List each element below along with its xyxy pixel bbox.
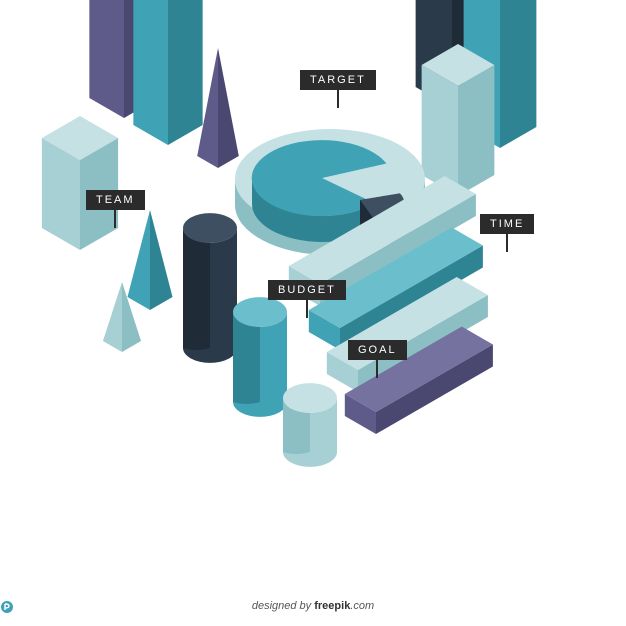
label-team: TEAM [86, 190, 145, 228]
label-goal: GOAL [348, 340, 407, 378]
cyl-light [283, 383, 337, 467]
label-pin-icon [337, 90, 339, 108]
label-pin-icon [376, 360, 378, 378]
label-text-time: TIME [480, 214, 534, 234]
pyramid-purple-back [197, 48, 239, 168]
footer-suffix: .com [350, 600, 374, 612]
footer-prefix: designed by [252, 600, 314, 612]
label-text-target: TARGET [300, 70, 376, 90]
footer-credit: designed by freepik.com [0, 600, 626, 612]
label-budget: BUDGET [268, 280, 346, 318]
bar-light-team [42, 116, 118, 250]
label-text-team: TEAM [86, 190, 145, 210]
bar-light-back-right [422, 44, 495, 196]
label-pin-icon [306, 300, 308, 318]
label-text-budget: BUDGET [268, 280, 346, 300]
label-pin-icon [506, 234, 508, 252]
label-text-goal: GOAL [348, 340, 407, 360]
cyl-navy [183, 213, 237, 363]
label-time: TIME [480, 214, 534, 252]
isometric-infographic: { "type": "isometric-infographic", "canv… [0, 0, 626, 626]
footer-brand: freepik [314, 600, 350, 612]
bar-teal-back-left [133, 0, 202, 145]
label-pin-icon [114, 210, 116, 228]
label-target: TARGET [300, 70, 376, 108]
